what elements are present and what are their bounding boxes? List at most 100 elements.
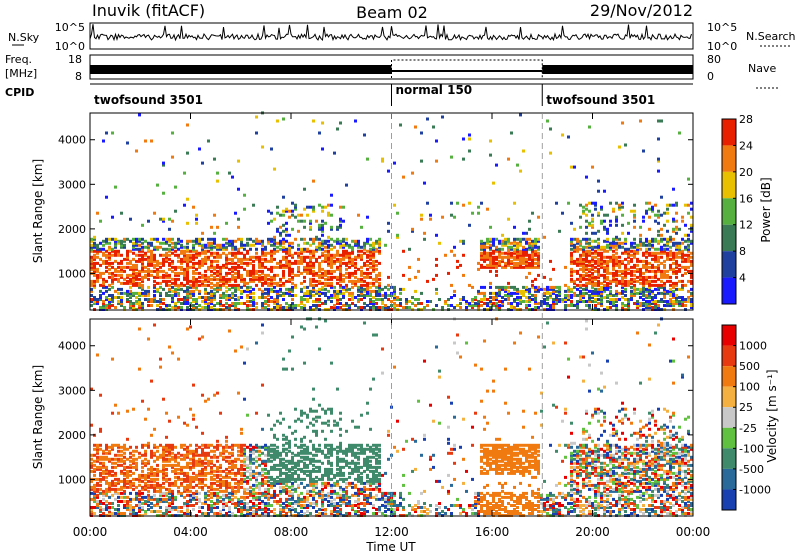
heatmap-cell — [615, 279, 618, 283]
heatmap-cell — [336, 227, 339, 231]
heatmap-cell — [246, 269, 249, 273]
heatmap-cell — [594, 245, 597, 249]
heatmap-cell — [228, 491, 231, 495]
heatmap-cell — [669, 289, 672, 293]
heatmap-cell — [261, 251, 264, 255]
heatmap-cell — [255, 495, 258, 499]
heatmap-cell — [111, 247, 114, 251]
heatmap-cell — [159, 269, 162, 273]
heatmap-cell — [690, 225, 693, 229]
heatmap-cell — [117, 445, 120, 449]
heatmap-cell — [210, 296, 213, 299]
heatmap-cell — [171, 289, 174, 293]
heatmap-cell — [318, 203, 321, 207]
heatmap-cell — [321, 205, 324, 209]
heatmap-cell — [177, 463, 180, 467]
heatmap-cell — [603, 289, 606, 293]
heatmap-cell — [252, 461, 255, 465]
heatmap-cell — [657, 257, 660, 261]
heatmap-cell — [198, 463, 201, 467]
heatmap-cell — [108, 255, 111, 259]
heatmap-cell — [600, 291, 603, 295]
heatmap-cell — [243, 279, 246, 283]
heatmap-cell — [660, 247, 663, 251]
heatmap-cell — [99, 298, 102, 301]
heatmap-cell — [612, 255, 615, 259]
heatmap-cell — [318, 279, 321, 283]
heatmap-cell — [159, 241, 162, 245]
heatmap-cell — [642, 265, 645, 269]
heatmap-cell — [336, 275, 339, 279]
heatmap-cell — [606, 283, 609, 287]
heatmap-cell — [360, 257, 363, 261]
heatmap-cell — [126, 275, 129, 279]
heatmap-cell — [123, 269, 126, 273]
heatmap-cell — [366, 253, 369, 257]
heatmap-cell — [153, 300, 156, 303]
heatmap-cell — [321, 239, 324, 243]
heatmap-cell — [612, 257, 615, 261]
heatmap-cell — [315, 304, 318, 307]
heatmap-cell — [270, 255, 273, 259]
heatmap-cell — [528, 298, 531, 301]
heatmap-cell — [243, 459, 246, 463]
heatmap-cell — [183, 447, 186, 451]
heatmap-cell — [159, 261, 162, 265]
heatmap-cell — [528, 245, 531, 249]
heatmap-cell — [114, 249, 117, 253]
heatmap-cell — [363, 263, 366, 267]
heatmap-cell — [549, 306, 552, 309]
heatmap-cell — [237, 285, 240, 289]
heatmap-cell — [195, 267, 198, 271]
heatmap-cell — [627, 231, 630, 235]
heatmap-cell — [336, 300, 339, 303]
heatmap-cell — [189, 489, 192, 493]
heatmap-cell — [309, 277, 312, 281]
heatmap-cell — [342, 273, 345, 277]
heatmap-cell — [420, 159, 423, 163]
heatmap-cell — [633, 253, 636, 257]
heatmap-cell — [252, 502, 255, 505]
heatmap-cell — [639, 225, 642, 229]
heatmap-cell — [117, 457, 120, 461]
heatmap-cell — [216, 443, 219, 447]
heatmap-cell — [684, 300, 687, 303]
heatmap-cell — [675, 294, 678, 297]
heatmap-cell — [273, 237, 276, 241]
heatmap-cell — [615, 304, 618, 307]
heatmap-cell — [531, 279, 534, 283]
heatmap-cell — [615, 237, 618, 241]
heatmap-cell — [153, 296, 156, 299]
heatmap-cell — [345, 249, 348, 253]
heatmap-cell — [168, 457, 171, 461]
heatmap-cell — [273, 289, 276, 293]
heatmap-cell — [546, 287, 549, 291]
heatmap-cell — [585, 225, 588, 229]
heatmap-cell — [285, 261, 288, 265]
heatmap-cell — [396, 296, 399, 299]
heatmap-cell — [186, 261, 189, 265]
heatmap-cell — [588, 298, 591, 301]
heatmap-cell — [135, 271, 138, 275]
heatmap-cell — [123, 465, 126, 469]
heatmap-cell — [198, 469, 201, 473]
heatmap-cell — [93, 487, 96, 491]
heatmap-cell — [675, 253, 678, 257]
heatmap-cell — [204, 483, 207, 487]
heatmap-cell — [195, 213, 198, 217]
heatmap-cell — [147, 263, 150, 267]
heatmap-cell — [132, 461, 135, 465]
heatmap-cell — [468, 223, 471, 227]
heatmap-cell — [174, 506, 177, 509]
heatmap-cell — [600, 273, 603, 277]
heatmap-cell — [627, 302, 630, 305]
heatmap-cell — [594, 283, 597, 287]
heatmap-cell — [471, 285, 474, 289]
heatmap-cell — [456, 304, 459, 307]
heatmap-cell — [204, 275, 207, 279]
heatmap-cell — [165, 271, 168, 275]
heatmap-cell — [216, 281, 219, 285]
heatmap-cell — [684, 298, 687, 301]
nsky-tick-high: 10^5 — [55, 21, 85, 34]
